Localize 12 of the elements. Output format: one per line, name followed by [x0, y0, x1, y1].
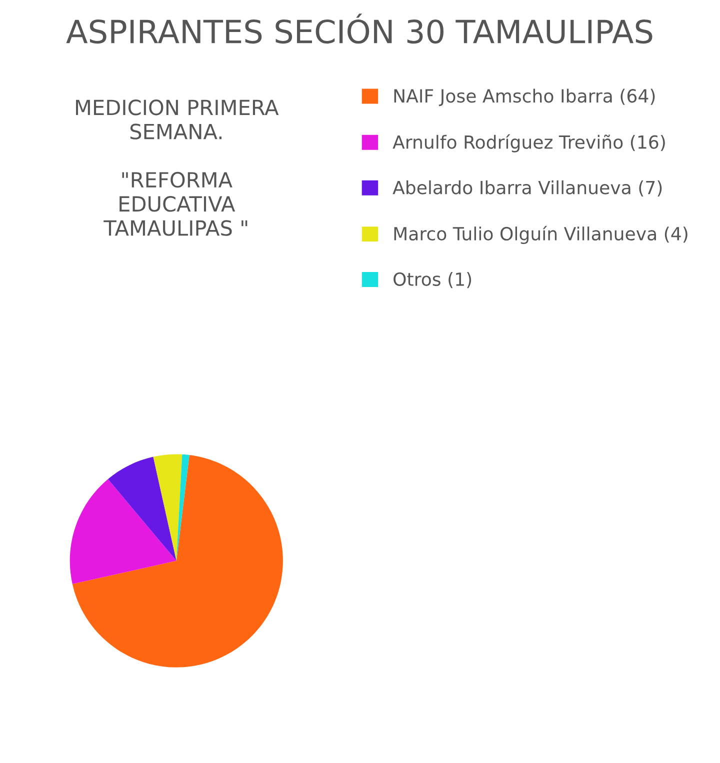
pie-slice [72, 455, 283, 668]
pie-slice [108, 456, 176, 561]
legend-label: Abelardo Ibarra Villanueva (7) [392, 180, 662, 196]
legend-label: Arnulfo Rodríguez Treviño (16) [392, 134, 665, 152]
pie-slice [153, 454, 182, 561]
legend-label: Marco Tulio Olguín Villanueva (4) [394, 226, 688, 244]
chart-title: ASPIRANTES SECIÓN 30 TAMAULIPAS [66, 14, 652, 44]
legend-label: Otros (1) [394, 272, 472, 288]
legend-label: NAIF Jose Amscho Ibarra (64) [394, 88, 655, 106]
pie-slice [176, 454, 190, 561]
pie-slice [70, 479, 176, 584]
text: MEDICION PRIMERA SEMANA. "REFORMA EDUCATIVA TAMAULIPAS " [76, 100, 279, 236]
